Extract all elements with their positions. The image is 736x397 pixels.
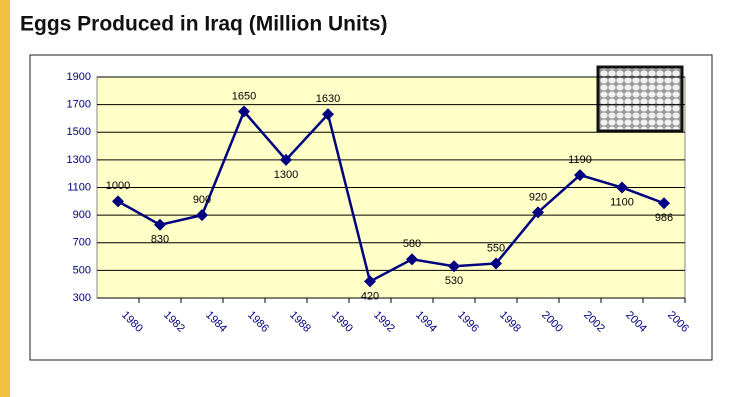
slide-strip bbox=[0, 0, 10, 397]
data-label: 530 bbox=[445, 275, 463, 287]
marker bbox=[280, 153, 292, 166]
y-tick-label: 700 bbox=[73, 237, 91, 249]
y-tick-label: 1100 bbox=[67, 181, 91, 193]
line bbox=[117, 109, 665, 284]
y-tick-label: 1900 bbox=[67, 71, 91, 83]
data-label: 580 bbox=[403, 238, 421, 250]
data-label: 1100 bbox=[610, 196, 634, 208]
marker bbox=[532, 206, 544, 219]
marker bbox=[448, 260, 460, 273]
marker bbox=[616, 181, 628, 194]
marker bbox=[658, 197, 670, 210]
y-tick-label: 900 bbox=[73, 209, 91, 221]
data-label: 900 bbox=[193, 194, 211, 206]
y-tick-label: 1700 bbox=[67, 99, 91, 111]
data-label: 920 bbox=[529, 191, 547, 203]
data-label: 420 bbox=[361, 290, 379, 302]
y-tick-label: 1500 bbox=[67, 126, 91, 138]
marker bbox=[154, 218, 166, 231]
y-tick-label: 1300 bbox=[67, 154, 91, 166]
marker bbox=[196, 209, 208, 222]
egg-picture bbox=[596, 65, 684, 133]
data-label: 1190 bbox=[568, 154, 592, 166]
marker bbox=[574, 169, 586, 182]
y-tick-label: 300 bbox=[73, 292, 91, 304]
marker bbox=[406, 253, 418, 266]
marker bbox=[322, 108, 334, 121]
chart-title: Eggs Produced in Iraq (Million Units) bbox=[20, 13, 388, 36]
data-label: 986 bbox=[655, 212, 673, 224]
data-label: 550 bbox=[487, 242, 505, 254]
data-label: 830 bbox=[151, 234, 169, 246]
marker bbox=[364, 275, 376, 288]
marker bbox=[112, 195, 124, 208]
data-label: 1650 bbox=[232, 90, 256, 102]
marker bbox=[490, 257, 502, 270]
data-label: 1300 bbox=[274, 169, 298, 181]
marker bbox=[238, 105, 250, 118]
y-tick-label: 500 bbox=[73, 264, 91, 276]
data-label: 1630 bbox=[316, 93, 340, 105]
data-label: 1000 bbox=[106, 180, 130, 192]
